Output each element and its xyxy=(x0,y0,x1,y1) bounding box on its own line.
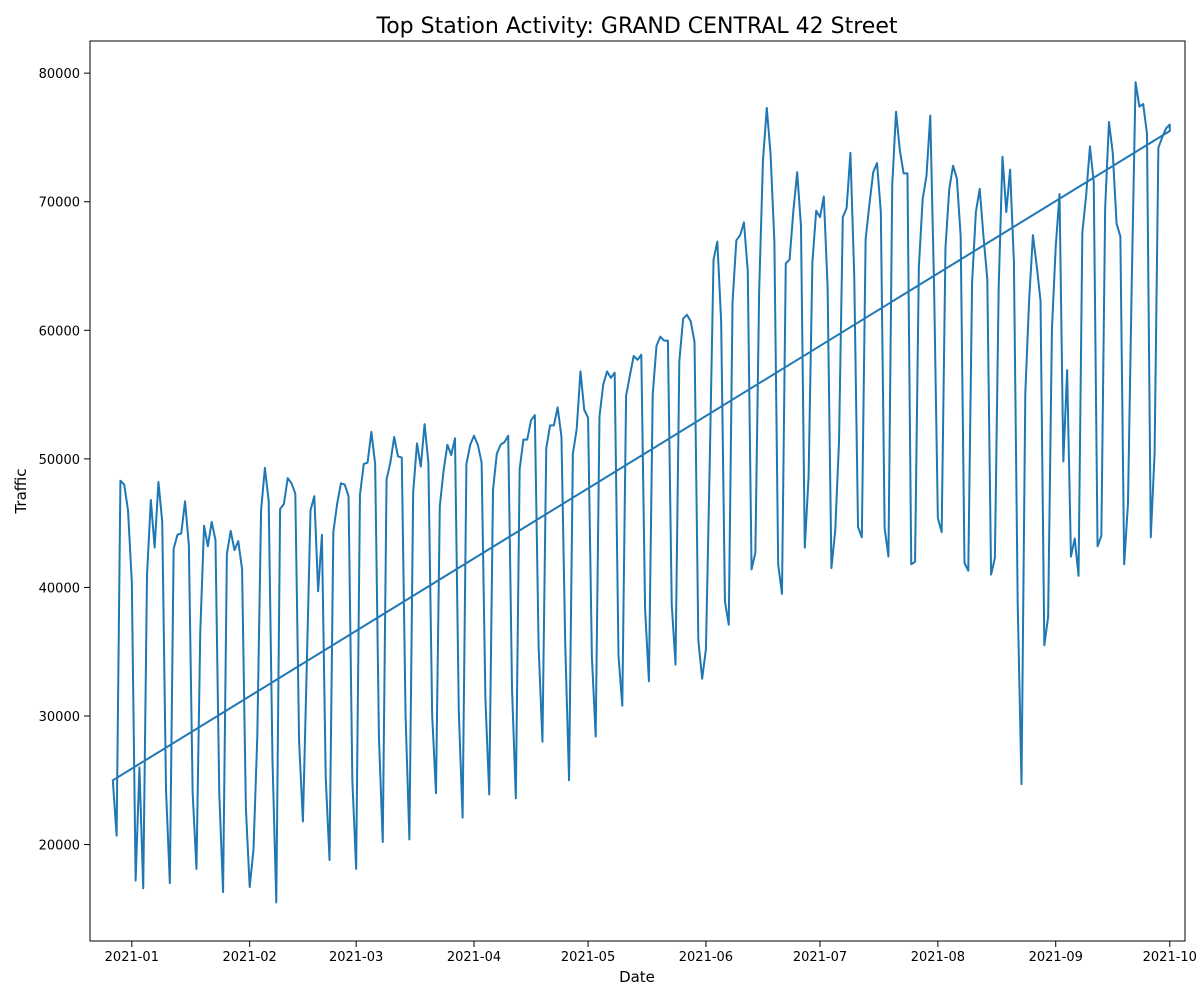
chart-title: Top Station Activity: GRAND CENTRAL 42 S… xyxy=(376,14,898,39)
x-tick-label: 2021-05 xyxy=(561,950,615,965)
plot-frame xyxy=(89,40,1186,942)
x-axis-ticks: 2021-01 2021-02 2021-03 2021-04 2021-05 2021-… xyxy=(105,941,1197,965)
x-tick-label: 2021-03 xyxy=(329,950,383,965)
x-tick-label: 2021-10 xyxy=(1143,950,1197,965)
x-tick-label: 2021-09 xyxy=(1029,950,1083,965)
x-tick-label: 2021-04 xyxy=(447,950,501,965)
y-tick-label: 40000 xyxy=(39,581,80,596)
y-axis-title: Traffic xyxy=(12,468,30,514)
x-axis-title: Date xyxy=(619,968,655,986)
x-tick-label: 2021-07 xyxy=(793,950,847,965)
y-tick-label: 60000 xyxy=(39,324,80,339)
y-tick-label: 70000 xyxy=(39,196,80,211)
y-axis-ticks: 20000 30000 40000 50000 60000 70000 80000 xyxy=(39,67,90,854)
y-tick-label: 80000 xyxy=(39,67,80,82)
y-tick-label: 30000 xyxy=(39,710,80,725)
y-tick-label: 50000 xyxy=(39,453,80,468)
x-tick-label: 2021-01 xyxy=(105,950,159,965)
y-tick-label: 20000 xyxy=(39,839,80,854)
x-tick-label: 2021-08 xyxy=(911,950,965,965)
traffic-series-line xyxy=(111,81,1171,904)
x-tick-label: 2021-06 xyxy=(679,950,733,965)
x-tick-label: 2021-02 xyxy=(223,950,277,965)
